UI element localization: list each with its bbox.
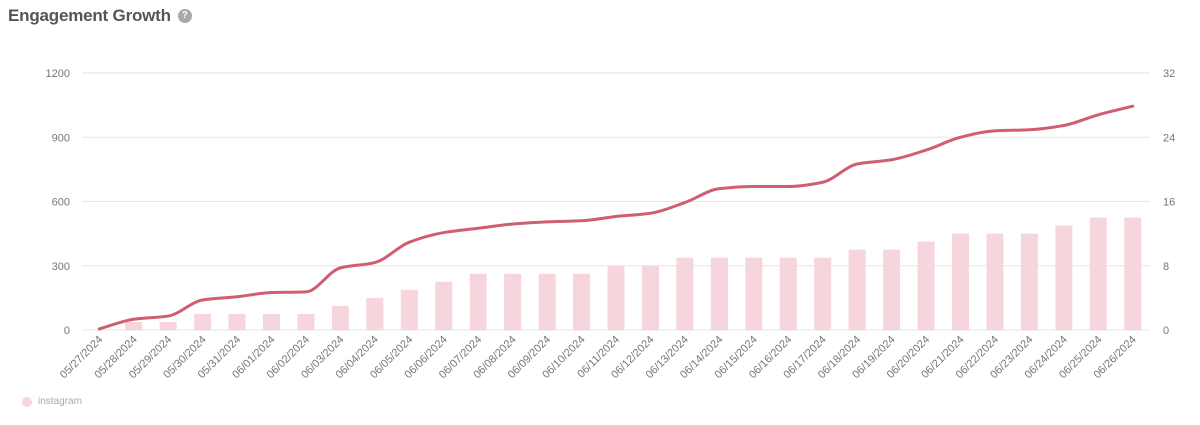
bar xyxy=(297,313,315,330)
chart-header: Engagement Growth ? xyxy=(8,6,192,26)
right-tick-label: 24 xyxy=(1163,132,1175,144)
bar xyxy=(159,321,177,330)
bar xyxy=(676,257,694,330)
left-tick-label: 600 xyxy=(52,197,70,209)
right-axis: 0 8 16 24 32 xyxy=(1163,68,1175,337)
right-tick-label: 32 xyxy=(1163,68,1175,80)
legend[interactable]: instagram xyxy=(22,396,82,407)
bar xyxy=(194,313,212,330)
left-axis: 0 300 600 900 1200 xyxy=(46,68,70,337)
legend-swatch-instagram xyxy=(22,396,32,407)
bar xyxy=(400,289,418,330)
bar-series xyxy=(125,217,1142,330)
bar xyxy=(745,257,763,330)
x-axis: 05/27/202405/28/202405/29/202405/30/2024… xyxy=(58,334,1139,381)
bar xyxy=(1089,217,1107,330)
left-tick-label: 300 xyxy=(52,261,70,273)
bar xyxy=(814,257,832,330)
bar xyxy=(883,249,901,330)
bar xyxy=(1055,225,1073,330)
engagement-line xyxy=(97,104,1135,331)
bar xyxy=(125,321,143,330)
line-series xyxy=(97,104,1135,331)
bar xyxy=(607,265,625,330)
chart-title: Engagement Growth xyxy=(8,6,171,25)
legend-label-instagram: instagram xyxy=(38,396,82,407)
bar xyxy=(366,297,384,330)
help-icon[interactable]: ? xyxy=(177,9,192,23)
bar xyxy=(917,241,935,330)
bar xyxy=(538,273,556,330)
bar xyxy=(710,257,728,330)
bar xyxy=(986,233,1004,330)
bar xyxy=(952,233,970,330)
left-tick-label: 900 xyxy=(52,132,70,144)
bar xyxy=(1124,217,1142,330)
bar xyxy=(641,265,659,330)
grid-lines xyxy=(82,72,1150,331)
bar xyxy=(262,313,280,330)
bar xyxy=(469,273,487,330)
right-tick-label: 0 xyxy=(1163,325,1169,337)
right-tick-label: 8 xyxy=(1163,261,1169,273)
bar xyxy=(504,273,522,330)
bar xyxy=(848,249,866,330)
bar xyxy=(1020,233,1038,330)
bar xyxy=(779,257,797,330)
bar xyxy=(573,273,591,330)
bar xyxy=(228,313,246,330)
bar xyxy=(331,305,349,330)
left-tick-label: 0 xyxy=(64,325,70,337)
right-tick-label: 16 xyxy=(1163,197,1175,209)
left-tick-label: 1200 xyxy=(46,68,70,80)
bar xyxy=(435,281,453,330)
